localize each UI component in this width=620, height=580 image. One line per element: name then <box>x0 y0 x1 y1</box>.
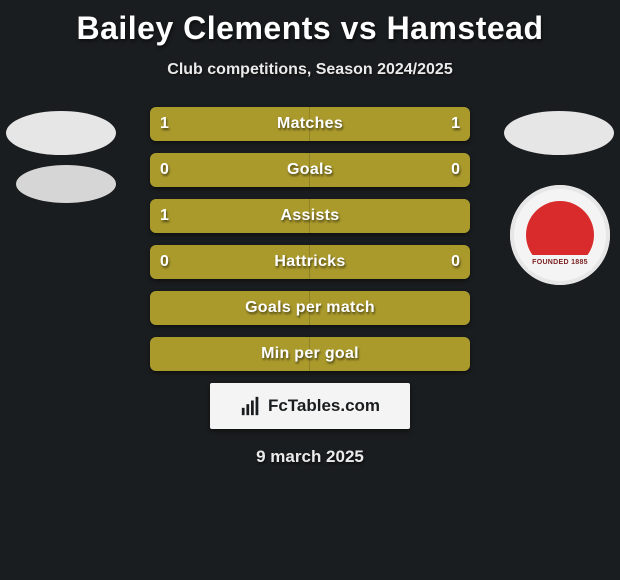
player-right-shape <box>504 111 614 155</box>
page-title: Bailey Clements vs Hamstead <box>0 0 620 47</box>
club-crest: FOUNDED 1885 <box>510 185 610 285</box>
metric-label: Goals <box>150 153 470 187</box>
metric-row: Goals per match <box>150 291 470 325</box>
page-subtitle: Club competitions, Season 2024/2025 <box>0 61 620 79</box>
player-left-shape-1 <box>6 111 116 155</box>
metric-label: Assists <box>150 199 470 233</box>
metric-bars: 11Matches 00Goals 1Assists 00Hattricks Goals… <box>150 107 470 371</box>
metric-label: Goals per match <box>150 291 470 325</box>
metric-row: Min per goal <box>150 337 470 371</box>
chart-icon <box>240 395 262 417</box>
metric-label: Matches <box>150 107 470 141</box>
metric-row: 11Matches <box>150 107 470 141</box>
metric-row: 00Goals <box>150 153 470 187</box>
metric-row: 00Hattricks <box>150 245 470 279</box>
metric-label: Hattricks <box>150 245 470 279</box>
brand-text: FcTables.com <box>268 396 380 416</box>
metric-label: Min per goal <box>150 337 470 371</box>
metric-row: 1Assists <box>150 199 470 233</box>
comparison-arena: FOUNDED 1885 11Matches 00Goals 1Assists 00H… <box>0 107 620 467</box>
brand-badge: FcTables.com <box>210 383 410 429</box>
date-label: 9 march 2025 <box>0 447 620 467</box>
crest-ribbon: FOUNDED 1885 <box>528 255 592 271</box>
player-left-shape-2 <box>16 165 116 203</box>
